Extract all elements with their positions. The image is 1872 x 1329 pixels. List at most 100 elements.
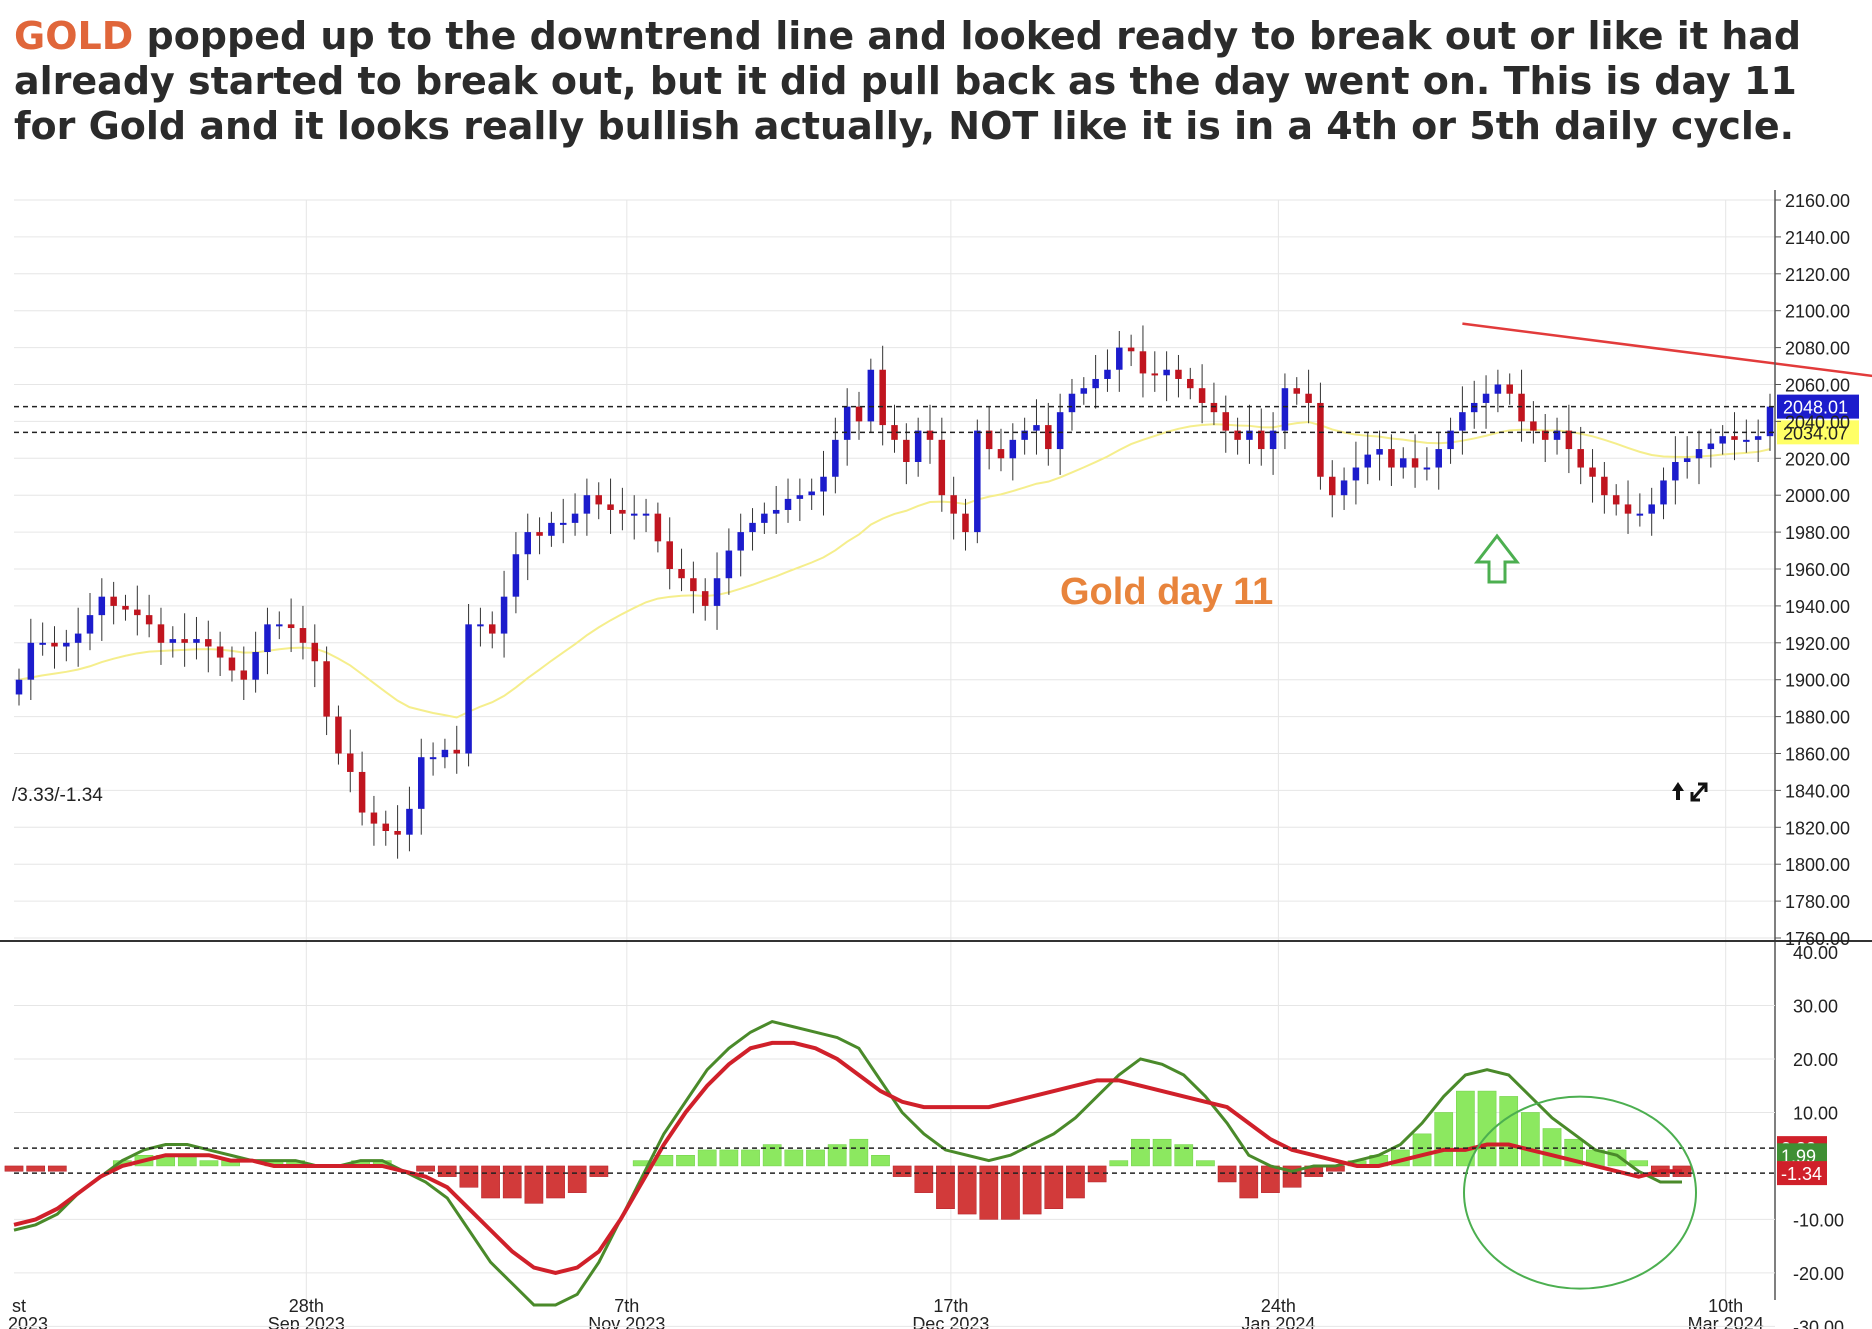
- candle-body: [690, 578, 697, 592]
- macd-tick-label: -10.00: [1793, 1210, 1844, 1230]
- candle-body: [370, 812, 378, 824]
- x-tick-label: 24th: [1261, 1296, 1296, 1316]
- candle-body: [1269, 430, 1277, 450]
- macd-histogram-bar: [979, 1165, 999, 1220]
- candle-body: [1317, 402, 1324, 477]
- candle-body: [997, 449, 1005, 459]
- macd-histogram-bar: [1196, 1160, 1215, 1167]
- candle-body: [571, 513, 579, 523]
- macd-histogram-bar: [1261, 1165, 1280, 1193]
- candle-body: [122, 605, 129, 610]
- candle-body: [1033, 425, 1040, 431]
- macd-histogram-bar: [1412, 1133, 1432, 1167]
- x-tick-label: Dec 2023: [912, 1314, 989, 1329]
- price-label: 2034.07: [1783, 423, 1848, 443]
- candle-body: [595, 495, 602, 505]
- candle-body: [157, 624, 165, 643]
- candle-body: [418, 757, 425, 809]
- candle-body: [1553, 430, 1561, 440]
- macd-histogram-bar: [1152, 1138, 1172, 1167]
- y-tick-label: 1900.00: [1785, 671, 1850, 691]
- expand-icon[interactable]: [1672, 782, 1708, 802]
- candle-body: [867, 369, 875, 422]
- candle-body: [536, 532, 543, 536]
- y-tick-label: 2000.00: [1785, 486, 1850, 506]
- candle-body: [86, 615, 94, 634]
- candle-body: [1411, 458, 1419, 468]
- candle-body: [843, 406, 851, 440]
- candle-body: [228, 657, 236, 671]
- candle-body: [169, 639, 177, 643]
- candle-body: [1340, 480, 1348, 496]
- macd-histogram-bar: [1174, 1144, 1194, 1167]
- macd-histogram-bar: [719, 1149, 739, 1167]
- macd-histogram-bar: [567, 1165, 587, 1193]
- candle-body: [193, 639, 200, 643]
- candle-body: [1435, 449, 1442, 468]
- macd-histogram-bar: [1217, 1165, 1237, 1183]
- macd-histogram-bar: [437, 1165, 457, 1177]
- macd-histogram-bar: [741, 1149, 760, 1167]
- moving-average: [18, 420, 1771, 719]
- candle-body: [39, 642, 46, 645]
- macd-histogram-bar: [1499, 1096, 1519, 1167]
- x-tick-label: 10th: [1708, 1296, 1743, 1316]
- candle-body: [311, 642, 319, 662]
- candle-body: [500, 596, 508, 634]
- candle-body: [1719, 436, 1726, 444]
- x-tick-label: 28th: [289, 1296, 324, 1316]
- candle-body: [299, 628, 307, 643]
- candle-body: [1672, 461, 1679, 481]
- y-tick-label: 1980.00: [1785, 523, 1850, 543]
- candle-body: [1305, 393, 1312, 403]
- candle-body: [406, 808, 413, 835]
- candle-body: [548, 522, 555, 536]
- macd-histogram-bar: [589, 1165, 609, 1177]
- candle-body: [145, 615, 153, 625]
- candle-body: [725, 550, 733, 579]
- candles: [15, 325, 1774, 859]
- candle-body: [879, 369, 886, 426]
- candle-body: [1281, 388, 1289, 431]
- candle-body: [358, 771, 366, 813]
- candle-body: [1092, 378, 1099, 389]
- macd-histogram-bar: [47, 1165, 67, 1172]
- macd-histogram-bar: [1542, 1128, 1562, 1167]
- candle-body: [666, 541, 673, 569]
- candle-body: [488, 624, 496, 634]
- y-tick-label: 1760.00: [1785, 929, 1850, 949]
- candle-body: [1648, 504, 1655, 514]
- candle-body: [347, 753, 354, 772]
- candle-body: [1601, 476, 1608, 496]
- macd-histogram-bar: [1456, 1090, 1475, 1167]
- x-tick-label: Mar 2024: [1688, 1314, 1764, 1329]
- x-tick-label: 17th: [933, 1296, 968, 1316]
- candle-body: [619, 509, 626, 514]
- y-tick-label: 2020.00: [1785, 449, 1850, 469]
- candle-body: [1139, 351, 1147, 374]
- price-axis: 1760.00 1780.00 1800.00 1820.00 1840.00 1860.…: [0, 190, 1872, 1300]
- price-label-box: [1777, 420, 1859, 445]
- candle-body: [1293, 388, 1301, 394]
- candle-body: [1045, 425, 1052, 450]
- candle-body: [1246, 430, 1253, 440]
- y-tick-label: 1920.00: [1785, 634, 1850, 654]
- candle-body: [1612, 495, 1620, 505]
- macd-histogram-bar: [1131, 1138, 1150, 1167]
- candle-body: [820, 476, 827, 492]
- candle-body: [1056, 412, 1064, 450]
- candle-body: [74, 633, 82, 643]
- candle-body: [737, 532, 744, 551]
- y-tick-label: 1800.00: [1785, 855, 1850, 875]
- candle-body: [642, 513, 650, 516]
- candle-body: [1423, 467, 1431, 470]
- y-tick-label: 2160.00: [1785, 191, 1850, 211]
- candle-body: [276, 624, 283, 627]
- candle-body: [974, 430, 981, 533]
- candle-body: [98, 596, 106, 616]
- candle-body: [27, 642, 35, 680]
- candle-body: [701, 591, 709, 606]
- x-tick-label: 7th: [614, 1296, 639, 1316]
- y-tick-label: 2080.00: [1785, 339, 1850, 359]
- macd-histogram-bar: [502, 1165, 522, 1199]
